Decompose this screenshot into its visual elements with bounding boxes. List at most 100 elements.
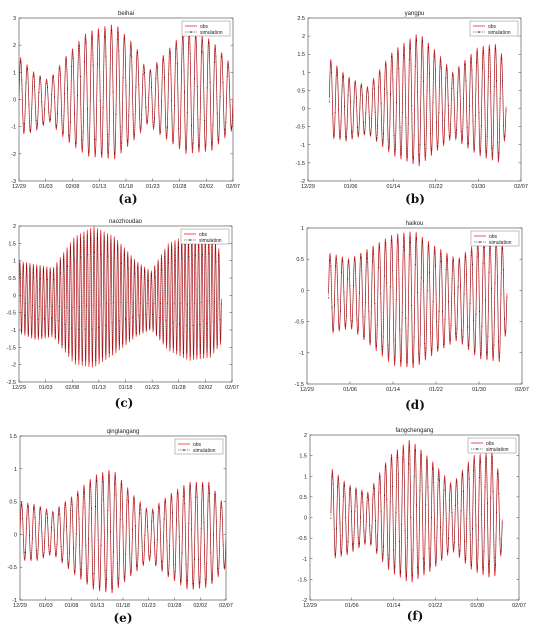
- sim-point: [198, 145, 200, 147]
- sim-point: [48, 334, 50, 336]
- sim-point: [212, 321, 214, 323]
- legend-entry-obs: obs: [199, 232, 208, 238]
- sim-point: [373, 254, 375, 256]
- sim-point: [347, 94, 349, 96]
- x-tick-label: 12/29: [12, 184, 26, 190]
- sim-point: [496, 511, 498, 513]
- sim-point: [389, 286, 391, 288]
- sim-point: [403, 55, 404, 57]
- sim-point: [173, 564, 175, 565]
- sim-point: [436, 321, 438, 323]
- sim-point: [492, 347, 494, 349]
- sim-point: [484, 101, 486, 103]
- sim-point: [224, 566, 226, 568]
- sim-point: [165, 320, 167, 321]
- sim-point: [33, 277, 35, 279]
- sim-point: [202, 485, 204, 487]
- x-tick-label: 01/03: [39, 385, 53, 391]
- sim-point: [358, 292, 360, 294]
- sim-point: [437, 478, 439, 480]
- sim-point: [88, 538, 90, 540]
- sim-point: [412, 549, 414, 551]
- sim-point: [424, 343, 426, 345]
- sim-point: [362, 316, 364, 318]
- sim-point: [492, 491, 494, 493]
- sim-point: [29, 130, 31, 131]
- sim-point: [212, 124, 214, 126]
- sim-point: [364, 541, 366, 543]
- sim-point: [338, 109, 340, 110]
- sim-point: [126, 302, 128, 303]
- sim-point: [195, 496, 197, 498]
- sim-point: [192, 142, 194, 144]
- sim-point: [418, 557, 420, 559]
- sim-point: [442, 310, 444, 312]
- y-tick-label: -1.5: [298, 577, 307, 583]
- sim-point: [430, 516, 432, 518]
- x-tick-label: 01/03: [39, 603, 53, 609]
- sim-point: [178, 128, 180, 129]
- sim-point: [115, 494, 117, 496]
- sim-point: [104, 569, 106, 571]
- sim-point: [398, 68, 400, 70]
- sim-point: [139, 126, 141, 128]
- sim-point: [486, 502, 488, 504]
- sim-point: [82, 506, 84, 508]
- sim-point: [49, 118, 51, 120]
- sim-point: [34, 85, 36, 87]
- legend-entry-simulation: simulation: [486, 447, 509, 453]
- y-tick-label: -0.5: [7, 311, 16, 317]
- sim-point: [377, 124, 379, 126]
- sim-point: [480, 354, 482, 356]
- sim-point: [37, 123, 38, 124]
- sim-point: [42, 555, 44, 557]
- sim-point: [200, 528, 202, 530]
- sim-point: [177, 492, 179, 494]
- sim-point: [156, 67, 158, 68]
- sim-point: [169, 545, 171, 546]
- sim-point: [41, 101, 43, 103]
- sim-point: [155, 78, 157, 79]
- sim-point: [99, 303, 101, 305]
- sim-point: [444, 481, 446, 483]
- sim-point: [181, 258, 183, 260]
- sim-point: [427, 47, 429, 49]
- sim-point: [506, 296, 508, 298]
- sim-point: [449, 135, 450, 137]
- sim-point: [342, 260, 344, 262]
- sim-point: [185, 148, 187, 149]
- y-tick-label: -1.5: [295, 382, 304, 388]
- sim-point: [173, 302, 175, 304]
- sim-point: [354, 82, 356, 84]
- sim-point: [30, 558, 32, 560]
- legend-entry-simulation: simulation: [488, 30, 511, 36]
- sim-point: [51, 527, 53, 529]
- sim-point: [182, 36, 184, 38]
- sim-point: [476, 256, 478, 258]
- sim-point: [112, 91, 114, 93]
- sim-point: [440, 67, 442, 69]
- sim-point: [76, 244, 78, 246]
- sim-point: [206, 322, 207, 324]
- sim-point: [176, 519, 178, 521]
- sim-point: [199, 581, 201, 583]
- sim-point: [429, 73, 430, 75]
- sim-point: [332, 329, 334, 331]
- sim-point: [388, 141, 390, 143]
- sim-point: [166, 126, 168, 128]
- sim-point: [443, 344, 445, 346]
- sim-point: [208, 252, 210, 254]
- sim-point: [353, 284, 354, 286]
- sim-point: [143, 562, 145, 564]
- sim-point: [38, 92, 40, 93]
- sim-point: [112, 551, 114, 553]
- x-tick-label: 02/08: [65, 385, 79, 391]
- sim-point: [335, 75, 337, 77]
- sim-point: [99, 586, 101, 588]
- sim-point: [84, 61, 86, 63]
- sim-point: [103, 498, 105, 500]
- sim-point: [139, 512, 140, 514]
- sim-point: [504, 318, 506, 320]
- sim-point: [160, 302, 162, 304]
